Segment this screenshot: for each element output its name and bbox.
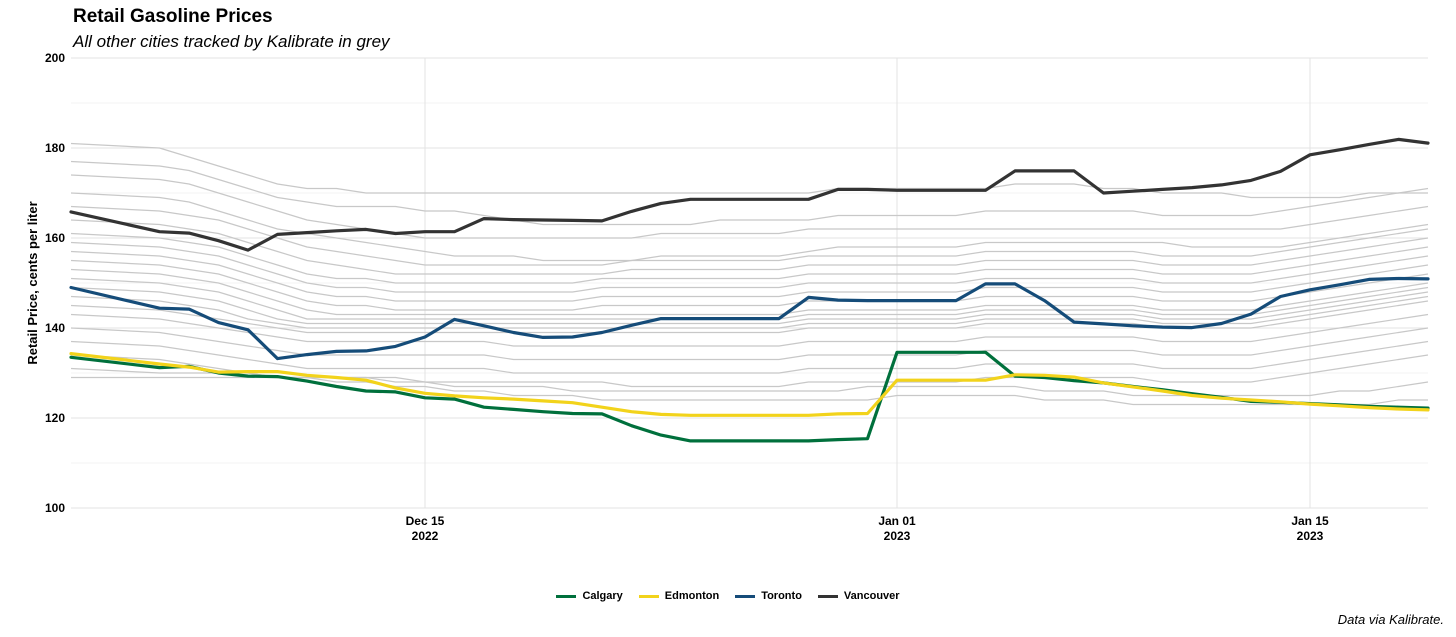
series-line-calgary — [69, 350, 1430, 443]
grey-city-line — [70, 313, 1429, 347]
legend-label: Vancouver — [843, 590, 900, 602]
grey-city-line — [70, 192, 1429, 262]
legend-label: Toronto — [761, 590, 802, 602]
legend-item-calgary: Calgary — [556, 590, 623, 602]
y-tick-label: 120 — [45, 411, 65, 425]
grey-city-line — [70, 174, 1429, 239]
chart-title: Retail Gasoline Prices — [73, 6, 273, 27]
y-tick-label: 180 — [45, 141, 65, 155]
grey-city-line — [70, 286, 1429, 325]
grey-city-line — [70, 232, 1429, 284]
grey-city-line — [70, 259, 1429, 311]
grey-city-line — [70, 340, 1429, 374]
y-tick-label: 200 — [45, 51, 65, 65]
chart-subtitle: All other cities tracked by Kalibrate in… — [73, 32, 390, 51]
y-tick-label: 140 — [45, 321, 65, 335]
x-tick-label: Dec 15 — [406, 514, 445, 528]
x-tick-label: Jan 01 — [878, 514, 916, 528]
grey-city-line — [70, 241, 1429, 293]
legend-key — [817, 594, 838, 598]
grey-city-line — [70, 277, 1429, 320]
y-axis-title: Retail Price, cents per liter — [25, 201, 40, 364]
legend-label: Edmonton — [664, 590, 720, 602]
x-tick-sublabel: 2023 — [884, 529, 911, 543]
legend-key — [735, 594, 756, 598]
legend: Calgary Edmonton Toronto Vancouver — [0, 590, 1456, 602]
grey-city-line — [70, 205, 1429, 266]
grey-city-line — [70, 268, 1429, 316]
grey-city-line — [70, 219, 1429, 275]
grey-city-line — [70, 327, 1429, 361]
legend-item-edmonton: Edmonton — [638, 590, 720, 602]
y-tick-label: 160 — [45, 231, 65, 245]
x-tick-sublabel: 2023 — [1297, 529, 1324, 543]
legend-label: Calgary — [582, 590, 623, 602]
x-tick-label: Jan 15 — [1291, 514, 1329, 528]
series-line-vancouver — [69, 137, 1430, 252]
grey-series-layer — [70, 142, 1429, 406]
y-tick-label: 100 — [45, 501, 65, 515]
grey-city-line — [70, 250, 1429, 302]
caption: Data via Kalibrate. — [1337, 612, 1444, 627]
legend-key — [556, 594, 577, 598]
series-line-toronto — [69, 276, 1430, 361]
series-line-edmonton — [69, 352, 1430, 417]
x-tick-sublabel: 2022 — [412, 529, 439, 543]
grey-city-line — [70, 160, 1429, 226]
highlight-series-layer — [69, 137, 1430, 443]
legend-item-toronto: Toronto — [735, 590, 802, 602]
grey-city-line — [71, 376, 1428, 406]
grey-city-line — [70, 300, 1429, 334]
grey-city-line — [70, 142, 1428, 199]
legend-item-vancouver: Vancouver — [817, 590, 900, 602]
legend-key — [638, 594, 659, 598]
